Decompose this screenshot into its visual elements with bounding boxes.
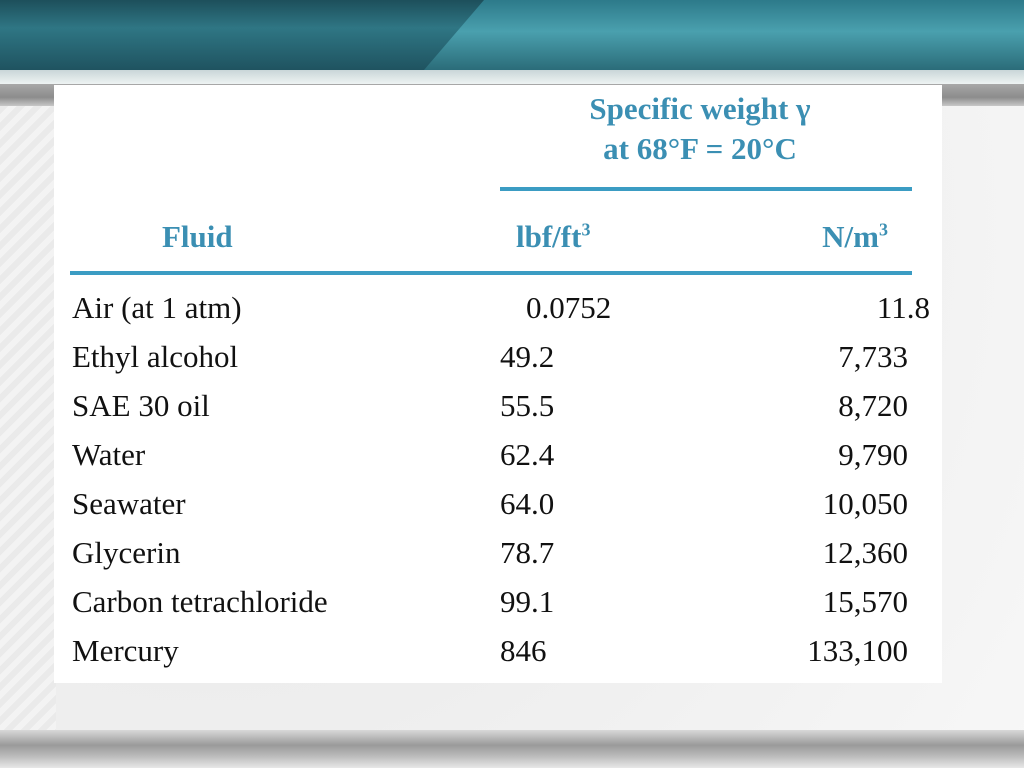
column-header-nm: N/m3 (818, 219, 888, 255)
column-header-nm-exponent: 3 (879, 219, 888, 240)
table-row: Ethyl alcohol 49.2 7,733 (72, 339, 908, 388)
column-header-lbf-unit: lbf/ft (516, 219, 582, 254)
table-row: Glycerin 78.7 12,360 (72, 535, 908, 584)
nm-value: 133,100 (807, 633, 908, 668)
table-body: Air (at 1 atm) 0.0752 11.8 Ethyl alcohol… (72, 290, 930, 682)
nm-value: 12,360 (822, 535, 908, 570)
column-header-lbf-exponent: 3 (581, 219, 591, 240)
table-row: Seawater 64.0 10,050 (72, 486, 908, 535)
bottom-gray-stripe (0, 730, 1024, 768)
fluid-name: Mercury (72, 633, 179, 668)
fluid-name: Ethyl alcohol (72, 339, 239, 374)
fluid-name: Seawater (72, 486, 186, 521)
top-teal-band-highlight (424, 0, 1024, 70)
nm-value: 7,733 (838, 339, 908, 374)
column-header-lbf: lbf/ft3 (516, 219, 590, 255)
nm-value: 11.8 (876, 290, 930, 325)
group-title-line2: at 68°F = 20°C (603, 131, 797, 166)
fluid-name: Air (at 1 atm) (72, 290, 242, 325)
top-light-stripe (0, 70, 1024, 84)
column-header-nm-unit: N/m (822, 219, 879, 254)
lbf-value: 64.0 (500, 486, 555, 521)
table-row: Water 62.4 9,790 (72, 437, 908, 486)
lbf-value: 62.4 (500, 437, 555, 472)
table-row: Mercury 846 133,100 (72, 633, 908, 682)
group-title: Specific weight γ at 68°F = 20°C (500, 89, 900, 169)
nm-value: 8,720 (838, 388, 908, 423)
nm-value: 10,050 (822, 486, 908, 521)
nm-value: 15,570 (822, 584, 908, 619)
lbf-value: 55.5 (500, 388, 555, 423)
fluid-name: Glycerin (72, 535, 181, 570)
lbf-value: 0.0752 (526, 290, 612, 325)
group-title-line1: Specific weight γ (589, 91, 811, 126)
lbf-value: 99.1 (500, 584, 555, 619)
column-header-fluid: Fluid (162, 219, 233, 254)
table-row: Carbon tetrachloride 99.1 15,570 (72, 584, 908, 633)
fluid-name: Water (72, 437, 146, 472)
fluid-name: SAE 30 oil (72, 388, 210, 423)
group-underline (500, 187, 912, 191)
specific-weight-table: Specific weight γ at 68°F = 20°C Fluid l… (54, 85, 942, 683)
table-row: SAE 30 oil 55.5 8,720 (72, 388, 908, 437)
nm-value: 9,790 (838, 437, 908, 472)
fluid-name: Carbon tetrachloride (72, 584, 328, 619)
left-texture (0, 106, 56, 730)
lbf-value: 846 (500, 633, 547, 668)
header-underline (70, 271, 912, 275)
table-row: Air (at 1 atm) 0.0752 11.8 (72, 290, 930, 339)
lbf-value: 78.7 (500, 535, 555, 570)
lbf-value: 49.2 (500, 339, 555, 374)
